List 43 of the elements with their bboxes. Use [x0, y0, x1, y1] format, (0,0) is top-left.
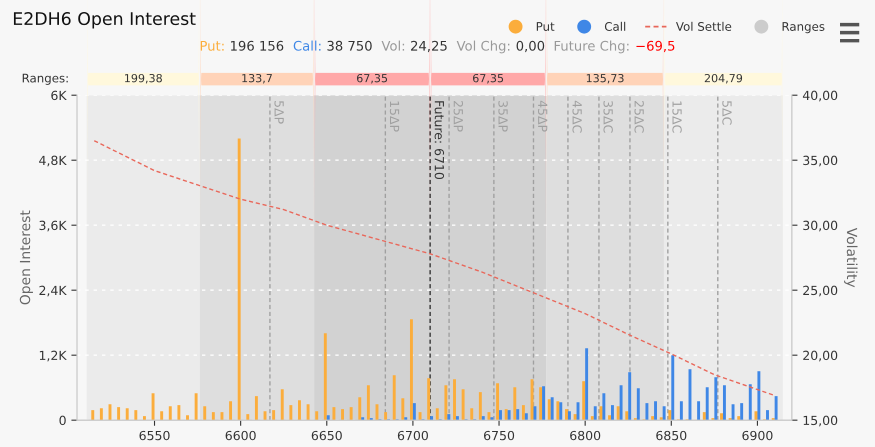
- band-label: 133,7: [242, 74, 272, 84]
- x-tick-label: 6850: [656, 430, 686, 440]
- band-label: 135,73: [586, 74, 624, 84]
- y-tick-label: 2,4K: [39, 286, 67, 296]
- ref-line-label: 25ΔC: [634, 101, 644, 133]
- ref-line-label: 45ΔC: [572, 100, 582, 133]
- legend-label: Vol Settle: [676, 22, 732, 31]
- y-tick-label: 3,6K: [39, 220, 67, 232]
- text: Ranges:: [22, 74, 68, 85]
- ref-line-label: 5ΔC: [722, 101, 732, 125]
- chart-title: E2DH6 Open Interest: [14, 12, 196, 29]
- band-label: 199,38: [125, 74, 162, 84]
- y2-axis-title: Volatility: [844, 228, 858, 288]
- y-tick-label: 0: [59, 416, 66, 426]
- y-tick-label: 1,2K: [40, 350, 67, 362]
- y-tick-label: 6K: [51, 90, 67, 100]
- y2-tick-label: 35,00: [803, 156, 838, 166]
- ref-line-label: 5ΔP: [274, 101, 284, 124]
- band-label: 204,79: [704, 74, 742, 84]
- x-tick-label: 6700: [398, 430, 428, 440]
- legend-label: Put: [536, 22, 554, 31]
- ref-line-label: 15ΔC: [672, 101, 682, 133]
- band-label: 67,35: [473, 74, 504, 84]
- y2-tick-label: 40,00: [802, 90, 838, 102]
- x-tick-label: 6800: [570, 430, 600, 440]
- y2-tick-label: 20,00: [803, 350, 838, 362]
- ref-line-label: 45ΔP: [538, 100, 548, 132]
- legend-label: Call: [604, 22, 626, 31]
- x-tick-label: 6550: [139, 430, 170, 440]
- y-tick-label: 4,8K: [39, 156, 67, 166]
- ref-line-label: Future: 6710: [434, 101, 444, 180]
- x-tick-label: 6900: [742, 430, 772, 440]
- text: Put: 196 156 Call: 38 750 Vol: 24,25 Vol Chg: 0,00 Future Chg: −69,5: [200, 40, 674, 54]
- y2-tick-label: 30,00: [803, 220, 838, 232]
- y-axis-title: Open Interest: [20, 210, 33, 304]
- text: Ranges: [782, 22, 824, 34]
- x-tick-label: 6600: [226, 430, 256, 440]
- x-tick-label: 6750: [484, 430, 514, 440]
- band-label: 67,35: [356, 74, 388, 84]
- x-tick-label: 6650: [312, 430, 342, 440]
- ref-line-label: 35ΔC: [603, 101, 613, 133]
- y2-tick-label: 15,00: [804, 416, 838, 426]
- y2-tick-label: 25,00: [803, 286, 838, 296]
